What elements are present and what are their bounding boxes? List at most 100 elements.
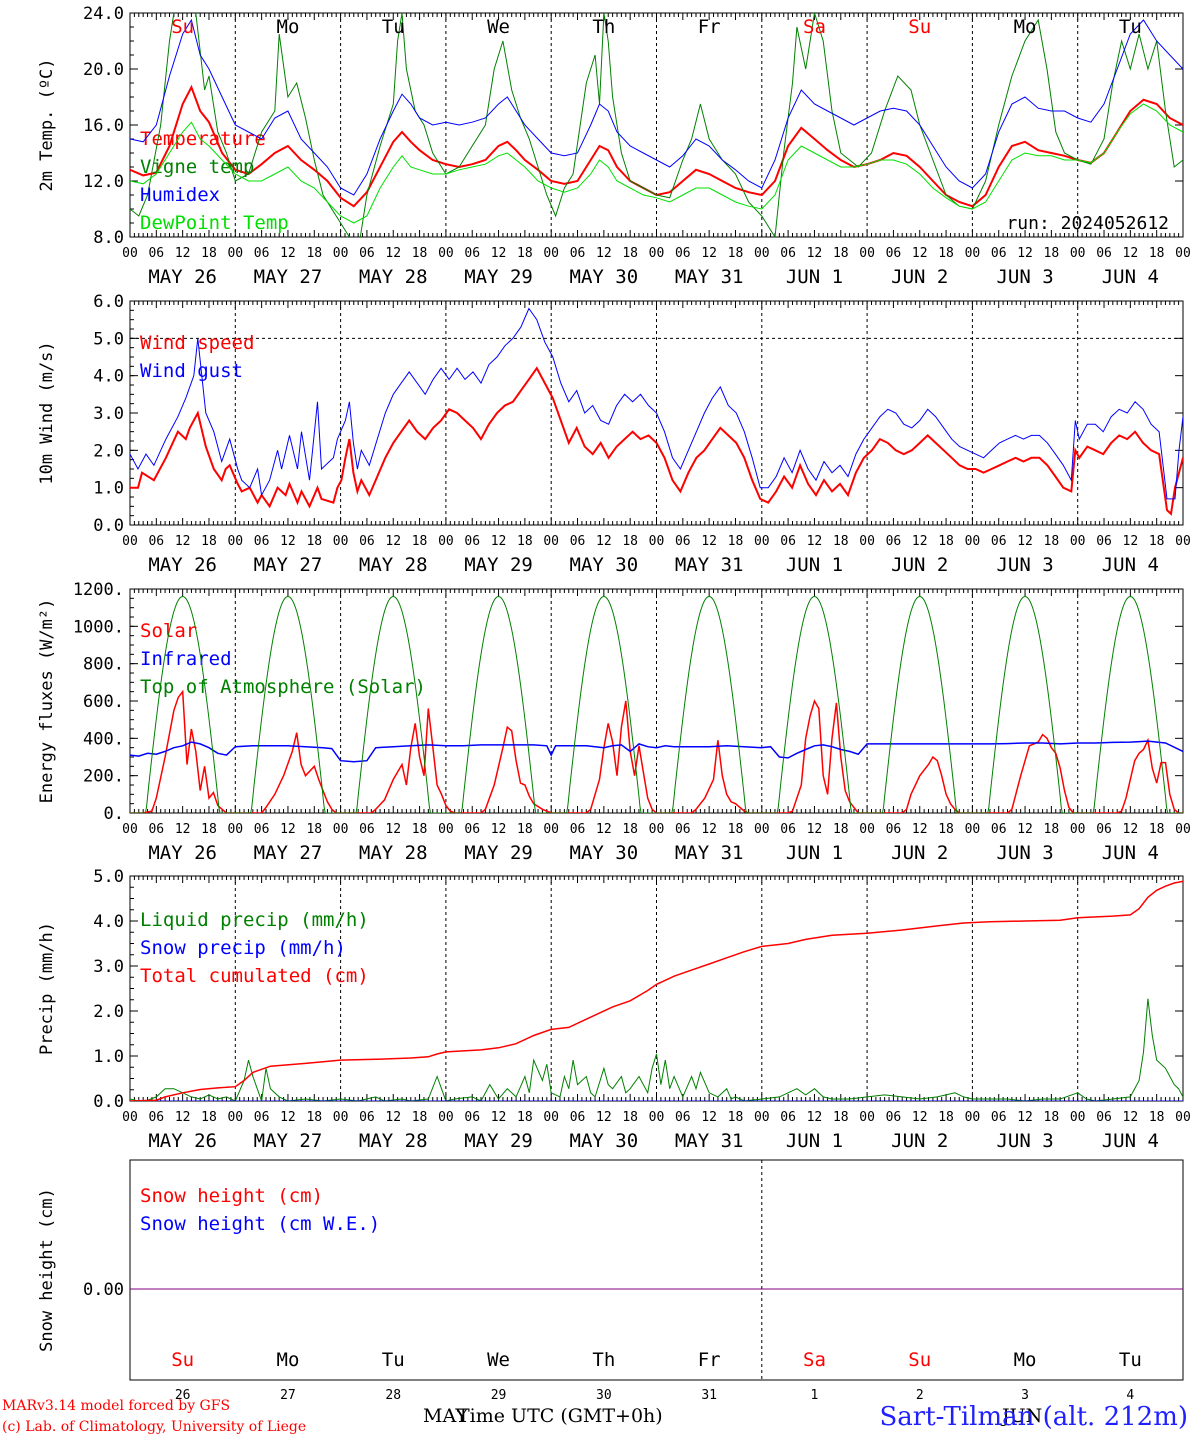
x-tick-label: 00 (543, 822, 559, 837)
date-label: MAY 27 (254, 554, 323, 576)
x-tick-label: 12 (912, 246, 928, 261)
x-tick-label: 12 (491, 534, 507, 549)
x-tick-label: 00 (649, 534, 665, 549)
x-tick-label: 18 (1044, 534, 1060, 549)
legend-entry: Wind gust (140, 360, 243, 382)
date-label: JUN 3 (996, 554, 1053, 576)
x-tick-label: 12 (807, 246, 823, 261)
x-tick-label: 06 (991, 1110, 1007, 1125)
x-tick-label: 18 (1044, 822, 1060, 837)
date-label: JUN 2 (891, 554, 948, 576)
date-label: MAY 29 (464, 842, 533, 864)
date-label: MAY 31 (675, 1130, 744, 1152)
series-line-total-cumulated-cm- (130, 880, 1183, 1101)
y-tick-label: 3.0 (93, 957, 124, 977)
x-tick-label: 12 (385, 534, 401, 549)
x-tick-label: 00 (1070, 1110, 1086, 1125)
weekday-label-bottom: Tu (1119, 1349, 1142, 1371)
x-tick-label: 00 (438, 534, 454, 549)
weekday-label-bottom: Sa (803, 1349, 826, 1371)
y-tick-label: 6.0 (93, 292, 124, 312)
weekday-label-bottom: Su (908, 1349, 931, 1371)
legend-entry: Snow height (cm W.E.) (140, 1213, 380, 1235)
date-label: JUN 2 (891, 842, 948, 864)
date-label: MAY 30 (570, 266, 639, 288)
x-tick-label: 12 (280, 534, 296, 549)
x-tick-label: 00 (859, 822, 875, 837)
x-tick-label: 18 (201, 246, 217, 261)
x-tick-label: 00 (543, 246, 559, 261)
x-tick-label: 06 (780, 1110, 796, 1125)
y-axis-label: 10m Wind (m/s) (37, 341, 57, 484)
date-label: JUN 1 (786, 266, 843, 288)
x-tick-label: 06 (1096, 534, 1112, 549)
date-label: MAY 26 (148, 554, 217, 576)
x-tick-label: 06 (675, 246, 691, 261)
x-tick-label: 00 (649, 822, 665, 837)
x-tick-label: 18 (1044, 1110, 1060, 1125)
x-tick-label: 18 (622, 534, 638, 549)
x-tick-label: 00 (122, 1110, 138, 1125)
x-tick-label: 12 (280, 822, 296, 837)
date-label: MAY 26 (148, 266, 217, 288)
x-tick-label: 18 (306, 246, 322, 261)
y-tick-label: 8.0 (93, 228, 124, 248)
run-label: run: 2024052612 (1006, 213, 1169, 234)
day-number-label: 2 (916, 1388, 924, 1403)
date-label: JUN 2 (891, 1130, 948, 1152)
y-tick-label: 0.0 (93, 516, 124, 536)
x-tick-label: 18 (622, 1110, 638, 1125)
x-tick-label: 00 (543, 1110, 559, 1125)
x-tick-label: 06 (464, 822, 480, 837)
weekday-label-top: Su (171, 16, 194, 38)
y-axis-label: Snow height (cm) (37, 1188, 57, 1352)
x-tick-label: 18 (1149, 1110, 1165, 1125)
x-tick-label: 00 (649, 246, 665, 261)
x-tick-label: 06 (886, 822, 902, 837)
x-tick-label: 00 (122, 246, 138, 261)
x-tick-label: 06 (148, 822, 164, 837)
x-tick-label: 12 (807, 1110, 823, 1125)
date-label: MAY 27 (254, 266, 323, 288)
y-tick-label: 12.0 (83, 172, 124, 192)
x-tick-label: 06 (570, 822, 586, 837)
date-label: MAY 30 (570, 1130, 639, 1152)
date-label: MAY 29 (464, 554, 533, 576)
x-tick-label: 18 (306, 1110, 322, 1125)
x-tick-label: 00 (122, 822, 138, 837)
x-tick-label: 18 (1149, 534, 1165, 549)
x-tick-label: 00 (754, 246, 770, 261)
x-tick-label: 12 (385, 822, 401, 837)
legend-entry: Infrared (140, 648, 232, 670)
x-tick-label: 12 (912, 822, 928, 837)
x-tick-label: 12 (491, 822, 507, 837)
day-number-label: 28 (385, 1388, 401, 1403)
x-tick-label: 00 (227, 534, 243, 549)
series-line-vigne-temp (130, 13, 1183, 237)
day-number-label: 30 (596, 1388, 612, 1403)
y-tick-label: 16.0 (83, 116, 124, 136)
series-line-humidex (130, 18, 1183, 196)
x-tick-label: 06 (991, 822, 1007, 837)
x-tick-label: 06 (675, 822, 691, 837)
x-tick-label: 06 (148, 534, 164, 549)
x-tick-label: 12 (1017, 534, 1033, 549)
series-line-solar (130, 689, 1183, 813)
y-tick-label: 2.0 (93, 1002, 124, 1022)
date-label: JUN 2 (891, 266, 948, 288)
x-tick-label: 06 (359, 1110, 375, 1125)
weekday-label-top: Tu (382, 16, 405, 38)
weekday-label-top: We (487, 16, 510, 38)
y-tick-label: 20.0 (83, 60, 124, 80)
x-tick-label: 12 (1017, 1110, 1033, 1125)
x-tick-label: 06 (991, 534, 1007, 549)
x-tick-label: 06 (359, 246, 375, 261)
legend-entry: Total cumulated (cm) (140, 965, 369, 987)
series-line-dewpoint-temp (130, 103, 1183, 224)
x-tick-label: 18 (412, 1110, 428, 1125)
x-tick-label: 18 (201, 1110, 217, 1125)
x-tick-label: 00 (965, 246, 981, 261)
x-tick-label: 12 (701, 822, 717, 837)
x-tick-label: 18 (833, 822, 849, 837)
weekday-label-bottom: Mo (1014, 1349, 1037, 1371)
